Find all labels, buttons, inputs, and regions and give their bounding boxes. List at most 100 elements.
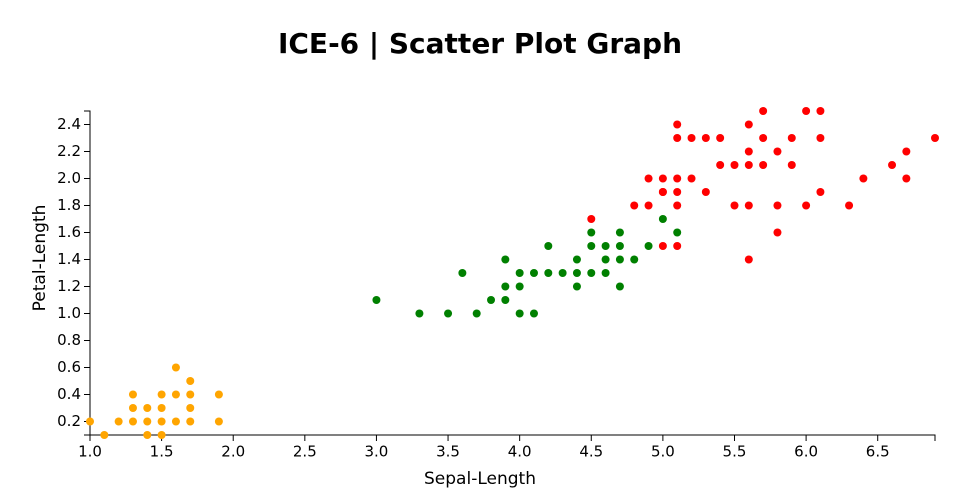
point [472,309,481,318]
point [601,242,610,250]
point [773,228,782,237]
y-axis-label: Petal-Length [30,205,50,312]
point [157,404,166,412]
x-tick-label: 6.5 [866,443,890,461]
point [529,309,538,318]
x-tick-label: 1.5 [150,443,174,461]
point [86,417,94,426]
point [572,255,581,264]
point [816,188,825,196]
point [859,174,868,183]
point [773,201,782,210]
point [587,228,596,237]
point [687,174,696,183]
point [931,134,939,142]
x-tick-label: 3.0 [365,443,389,461]
point [171,390,180,399]
axes [84,110,936,441]
point [157,431,166,439]
point [128,404,137,412]
point [701,134,710,142]
point [157,417,166,426]
point [673,201,682,210]
point [515,309,524,318]
point [415,309,424,318]
point [630,255,639,264]
point [701,188,710,196]
y-tick-label: 0.4 [57,385,81,403]
point [143,417,152,426]
point [888,161,897,169]
point [615,282,624,291]
point [100,431,109,439]
point [730,161,739,169]
point [902,147,911,156]
point [658,242,667,250]
point [759,107,768,115]
point [759,134,768,142]
point [615,255,624,264]
point [845,201,854,210]
point [529,269,538,277]
y-tick-label: 2.2 [57,142,81,160]
x-axis-label: Sepal-Length [424,469,536,489]
point [143,431,152,439]
point [902,174,911,183]
point [773,147,782,156]
point [114,417,123,426]
point [673,228,682,237]
point [744,147,753,156]
point [673,188,682,196]
point [673,242,682,250]
point [587,215,596,223]
point [372,296,381,304]
point [601,269,610,277]
point [143,404,152,412]
point [186,390,195,399]
point [572,269,581,277]
point [128,417,137,426]
x-tick-label: 4.5 [579,443,603,461]
point [587,242,596,250]
point [515,269,524,277]
y-tick-label: 1.6 [57,223,81,241]
point [644,174,653,183]
point [128,390,137,399]
point [171,363,180,372]
point [816,134,825,142]
point [744,120,753,129]
point [759,161,768,169]
point [673,120,682,129]
chart-title: ICE-6 | Scatter Plot Graph [278,27,682,60]
point [186,377,195,385]
x-tick-label: 3.5 [436,443,460,461]
y-axis [84,110,91,436]
x-tick-label: 6.0 [794,443,818,461]
point [601,255,610,264]
point [171,417,180,426]
point [687,134,696,142]
point [615,228,624,237]
y-tick-label: 0.2 [57,412,81,430]
point [515,282,524,291]
point [558,269,567,277]
point [716,134,725,142]
point [444,309,453,318]
point [787,161,796,169]
y-tick-label: 1.0 [57,304,81,322]
point [658,215,667,223]
y-tick-label: 0.8 [57,331,81,349]
point [744,255,753,264]
y-tick-label: 2.4 [57,115,81,133]
point [501,255,510,264]
point [673,174,682,183]
point [615,242,624,250]
point [157,390,166,399]
point [501,296,510,304]
point [487,296,496,304]
point [544,269,553,277]
point [501,282,510,291]
y-tick-label: 1.2 [57,277,81,295]
y-tick-label: 1.4 [57,250,81,268]
